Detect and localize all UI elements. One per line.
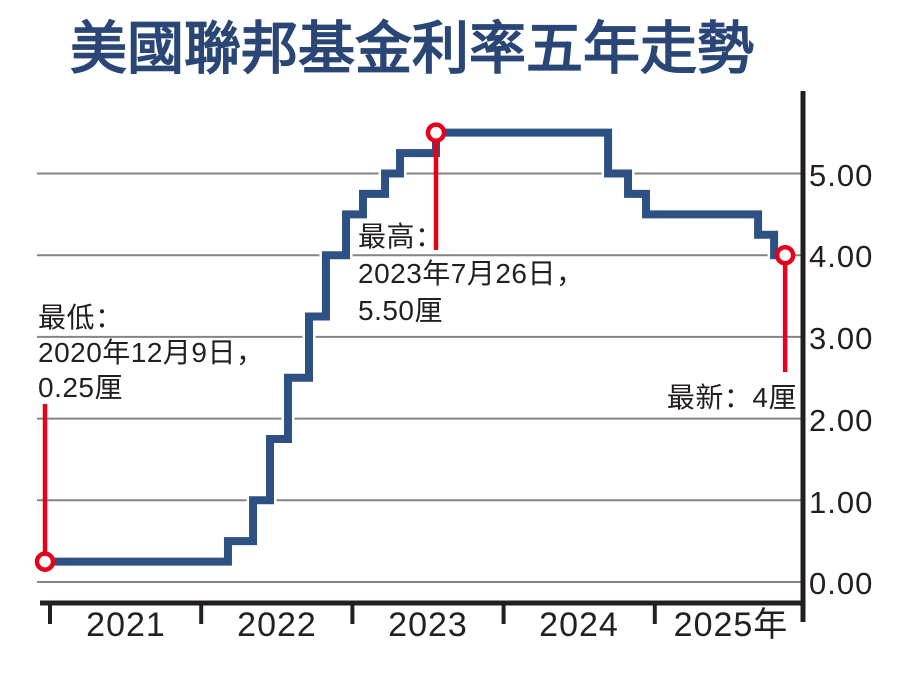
x-tick-label-2023: 2023 xyxy=(388,606,468,644)
y-tick-label-1: 1.00 xyxy=(809,485,874,520)
y-tick-label-3: 3.00 xyxy=(809,321,874,356)
marker-circles xyxy=(34,122,796,572)
marker-lines xyxy=(42,132,788,562)
annotation-low-label: 最低： xyxy=(38,302,124,333)
gridlines xyxy=(37,172,803,583)
annotation-high-date: 2023年7月26日， xyxy=(358,258,585,289)
annotation-high: 最高： 2023年7月26日， 5.50厘 xyxy=(358,218,585,329)
y-tick-label-2: 2.00 xyxy=(809,403,874,438)
annotation-high-value: 5.50厘 xyxy=(358,295,443,326)
x-axis xyxy=(40,600,805,624)
marker-circle-low xyxy=(34,551,56,572)
marker-circle-high xyxy=(425,122,447,143)
chart-title: 美國聯邦基金利率五年走勢 xyxy=(70,17,754,81)
annotation-low-date: 2020年12月9日， xyxy=(38,337,265,368)
rate-step-line xyxy=(45,126,786,569)
annotation-latest: 最新：4厘 xyxy=(666,382,797,413)
annotation-high-label: 最高： xyxy=(358,221,444,252)
rate-line xyxy=(45,128,786,566)
y-tick-label-0: 0.00 xyxy=(809,566,874,601)
x-tick-label-2021: 2021 xyxy=(86,606,166,644)
y-tick-label-5: 5.00 xyxy=(809,158,874,193)
x-tick-label-2024: 2024 xyxy=(539,606,619,644)
x-tick-label-2025: 2025年 xyxy=(673,606,789,644)
y-tick-label-4: 4.00 xyxy=(809,239,874,274)
annotation-low: 最低： 2020年12月9日， 0.25厘 xyxy=(38,300,265,405)
annotation-low-value: 0.25厘 xyxy=(38,372,123,403)
marker-circle-latest xyxy=(774,244,796,266)
x-tick-label-2022: 2022 xyxy=(237,606,317,644)
